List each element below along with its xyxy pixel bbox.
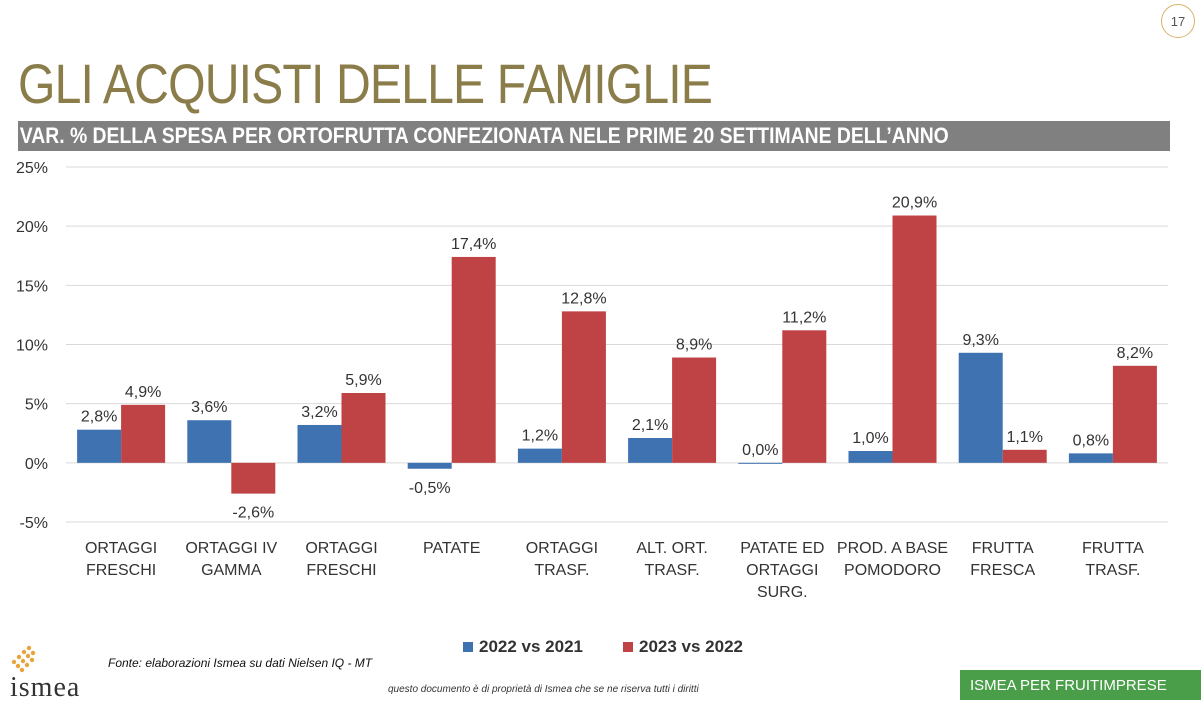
bar-chart: 25% 20% 15% 10% 5% 0% -5% 2,8% 4,9% ORTAGGI FRESCH… [16, 160, 1168, 601]
bar-2023 [672, 357, 717, 463]
data-label: 12,8% [561, 290, 606, 307]
bar-2022 [77, 429, 122, 463]
bar-2023 [782, 330, 827, 463]
data-label: 17,4% [451, 236, 496, 253]
x-tick-label: TRASF. [534, 562, 589, 579]
x-tick-label: TRASF. [645, 562, 700, 579]
data-label: -2,6% [232, 505, 274, 522]
y-tick-label: 5% [25, 397, 48, 414]
x-tick-label: ALT. ORT. [636, 540, 707, 557]
data-label: 3,2% [301, 404, 337, 421]
legend-label-2023: 2023 vs 2022 [639, 637, 743, 656]
x-tick-label: FRUTTA [972, 540, 1034, 557]
bar-2022 [517, 448, 562, 463]
bar-2023 [341, 393, 386, 463]
x-tick-label: FRUTTA [1082, 540, 1144, 557]
data-label: 8,9% [676, 337, 712, 354]
x-tick-label: PROD. A BASE [837, 540, 948, 557]
subtitle-bar: VAR. % DELLA SPESA PER ORTOFRUTTA CONFEZ… [18, 121, 1170, 151]
source-note: Fonte: elaborazioni Ismea su dati Nielse… [108, 656, 373, 670]
bar-2022 [958, 352, 1003, 463]
x-tick-label: GAMMA [201, 562, 262, 579]
legend-swatch-2023 [623, 642, 633, 652]
x-tick-label: PATATE ED [740, 540, 824, 557]
page-number: 17 [1161, 4, 1195, 38]
data-label: 1,2% [522, 428, 558, 445]
bar-2023 [121, 404, 166, 463]
y-tick-label: -5% [20, 515, 48, 532]
x-tick-label: PATATE [423, 540, 480, 557]
data-label: 9,3% [962, 332, 998, 349]
x-tick-label: ORTAGGI IV [185, 540, 277, 557]
bar-2022 [407, 462, 452, 469]
bar-2022 [628, 437, 673, 463]
bar-2023 [561, 311, 606, 463]
legend-item-2022: 2022 vs 2021 [463, 637, 583, 657]
legend-item-2023: 2023 vs 2022 [623, 637, 743, 657]
y-tick-label: 10% [16, 338, 48, 355]
y-tick-label: 25% [16, 160, 48, 177]
data-label: 0,8% [1073, 432, 1109, 449]
x-tick-label: SURG. [757, 584, 808, 601]
x-tick-label: ORTAGGI [746, 562, 818, 579]
x-tick-label: TRASF. [1085, 562, 1140, 579]
x-tick-label: FRESCA [970, 562, 1035, 579]
legend-label-2022: 2022 vs 2021 [479, 637, 583, 656]
x-tick-label: ORTAGGI [85, 540, 157, 557]
legend-swatch-2022 [463, 642, 473, 652]
footer-tag: ISMEA PER FRUITIMPRESE [960, 670, 1201, 700]
data-label: 1,1% [1006, 429, 1042, 446]
data-label: -0,5% [409, 480, 451, 497]
bar-2023 [231, 462, 276, 494]
data-label: 2,1% [632, 417, 668, 434]
page-title: GLI ACQUISTI DELLE FAMIGLIE [18, 52, 713, 115]
ismea-logo-icon [6, 640, 50, 681]
data-label: 2,8% [81, 409, 117, 426]
bar-2023 [1112, 365, 1157, 463]
x-tick-label: ORTAGGI [526, 540, 598, 557]
bar-2022 [297, 424, 342, 463]
bar-2023 [892, 215, 937, 463]
x-tick-label: FRESCHI [86, 562, 156, 579]
x-tick-label: FRESCHI [306, 562, 376, 579]
data-label: 3,6% [191, 399, 227, 416]
data-label: 0,0% [742, 442, 778, 459]
data-label: 20,9% [892, 195, 937, 212]
data-label: 1,0% [852, 430, 888, 447]
bar-2023 [451, 256, 496, 463]
x-tick-label: POMODORO [844, 562, 941, 579]
data-label: 11,2% [782, 309, 826, 326]
chart-legend: 2022 vs 2021 2023 vs 2022 [0, 637, 1201, 659]
data-label: 8,2% [1117, 345, 1153, 362]
data-label: 4,9% [125, 384, 161, 401]
y-tick-label: 15% [16, 278, 48, 295]
data-label: 5,9% [345, 372, 381, 389]
rights-note: questo documento è di proprietà di Ismea… [388, 684, 699, 695]
logo-wordmark: ismea [10, 672, 81, 703]
chart-subtitle: VAR. % DELLA SPESA PER ORTOFRUTTA CONFEZ… [19, 123, 949, 148]
y-tick-label: 20% [16, 219, 48, 236]
y-tick-label: 0% [25, 456, 48, 473]
bar-2022 [187, 420, 232, 463]
bar-2023 [1002, 449, 1047, 463]
bar-2022 [1068, 453, 1113, 463]
bar-2022 [848, 451, 893, 463]
bar-2022 [738, 462, 783, 464]
x-tick-label: ORTAGGI [305, 540, 377, 557]
